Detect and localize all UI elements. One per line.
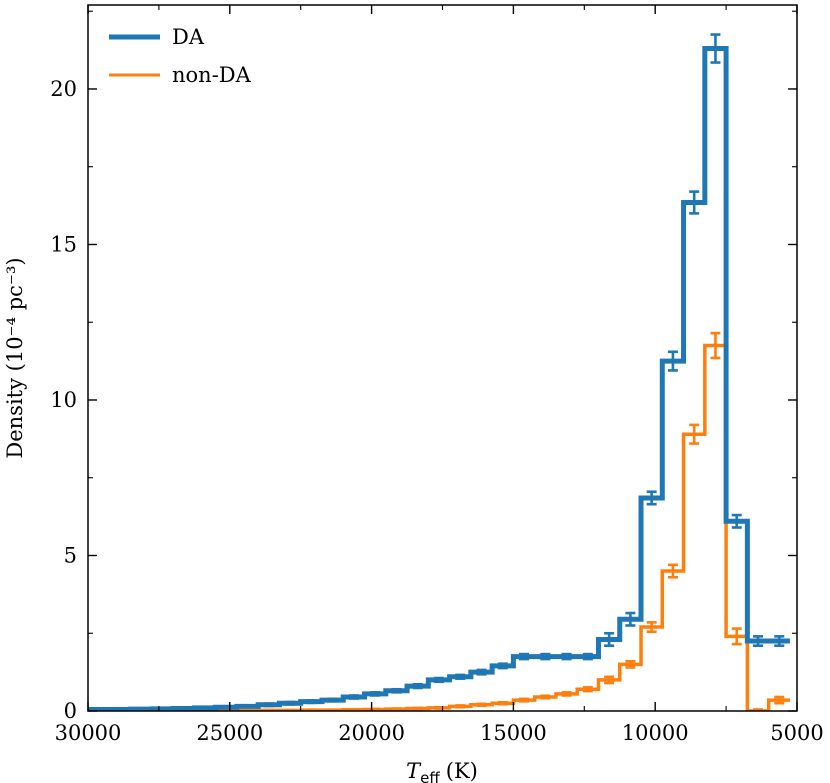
errorbar-non-da	[731, 627, 742, 646]
errorbar-non-da	[540, 694, 551, 700]
errorbar-da	[178, 706, 189, 711]
errorbar-non-da	[625, 659, 636, 669]
errorbar-da	[306, 699, 317, 705]
errorbar-non-da	[561, 691, 572, 697]
x-tick-label: 10000	[622, 721, 689, 745]
errorbar-da	[646, 490, 657, 506]
y-tick-label: 15	[50, 232, 77, 256]
x-axis-title-subscript: eff	[420, 769, 440, 783]
errorbar-da	[348, 694, 359, 700]
errorbar-da	[710, 33, 721, 64]
errorbar-non-da	[604, 675, 615, 685]
y-tick-label: 0	[64, 699, 77, 723]
legend: DA non-DA	[109, 25, 252, 87]
errorbar-non-da	[412, 706, 423, 711]
x-tick-label: 5000	[770, 721, 823, 745]
errorbar-non-da	[582, 686, 593, 693]
errorbar-non-da	[774, 695, 785, 705]
errorbar-da	[476, 668, 487, 676]
x-tick-label: 30000	[55, 721, 122, 745]
y-tick-label: 20	[50, 77, 77, 101]
errorbar-non-da	[689, 423, 700, 445]
errorbar-da	[667, 350, 678, 372]
errorbar-non-da	[519, 697, 530, 703]
errorbar-da	[412, 682, 423, 690]
errorbar-non-da	[348, 708, 359, 711]
errorbar-da	[689, 190, 700, 215]
x-axis-title-symbol: T	[406, 759, 422, 783]
errorbar-da	[774, 635, 785, 647]
errorbar-da	[731, 513, 742, 529]
errorbar-da	[561, 652, 572, 661]
errorbar-da	[327, 697, 338, 703]
legend-label-non-da: non-DA	[172, 63, 252, 87]
errorbar-da	[370, 691, 381, 697]
x-axis-title: Teff (K)	[406, 759, 478, 783]
legend-label-da: DA	[172, 25, 205, 49]
errorbar-da	[604, 631, 615, 647]
x-tick-label: 20000	[338, 721, 405, 745]
errorbar-non-da	[646, 621, 657, 633]
errorbar-da	[136, 707, 147, 711]
series-step-da	[88, 46, 790, 711]
x-axis-title-unit: (K)	[446, 759, 478, 783]
errorbar-non-da	[497, 700, 508, 706]
plot-frame	[87, 4, 798, 712]
errorbar-da	[199, 705, 210, 711]
y-tick-label: 10	[50, 388, 77, 412]
errorbar-da	[391, 687, 402, 694]
errorbar-da	[433, 676, 444, 684]
errorbar-da	[519, 652, 530, 661]
errorbar-non-da	[710, 331, 721, 360]
errorbar-da	[263, 702, 274, 708]
x-tick-labels: 30000 25000 20000 15000 10000 5000	[55, 721, 824, 745]
errorbar-non-da	[455, 704, 466, 709]
errorbar-da	[625, 611, 636, 627]
x-tick-label: 15000	[480, 721, 547, 745]
errorbar-da	[753, 635, 764, 647]
errorbar-da	[242, 704, 253, 709]
errorbar-non-da	[667, 563, 678, 579]
errorbar-da	[93, 707, 104, 711]
y-tick-label: 5	[64, 543, 77, 567]
errorbar-da	[455, 673, 466, 680]
errorbar-da	[285, 700, 296, 706]
errorbar-non-da	[476, 702, 487, 708]
errorbar-non-da	[753, 708, 764, 711]
errorbar-da	[497, 662, 508, 670]
x-tick-label: 25000	[196, 721, 263, 745]
errorbar-non-da	[391, 707, 402, 711]
errorbar-da	[582, 652, 593, 661]
errorbar-da	[114, 707, 125, 711]
y-axis-title: Density (10⁻⁴ pc⁻³)	[3, 257, 27, 458]
y-tick-labels: 0 5 10 15 20	[50, 77, 77, 723]
errorbar-da	[540, 652, 551, 661]
